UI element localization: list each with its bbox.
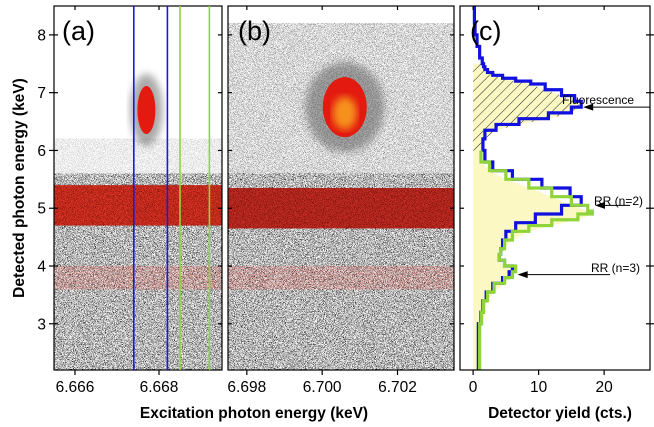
panel-c-frame [459,5,651,371]
noise-upper [54,138,222,174]
y-tick-label: 6 [37,143,46,160]
annotation-arrow-head [517,271,528,279]
panel-a-heatmap [54,6,222,370]
y-tick-label: 5 [37,201,46,218]
x-axis-label-c: Detector yield (cts.) [488,405,632,422]
y-tick-label: 8 [37,27,46,44]
y-axis-label: Detected photon energy (keV) [11,78,28,298]
rr2-band-texture [54,185,222,226]
x-tick-label: 6.698 [227,379,266,396]
x-tick-label: 6.668 [140,379,179,396]
panel-a-label: (a) [62,16,95,46]
rr3-band [54,266,222,290]
x-tick-label: 0 [469,379,478,396]
x-tick-label: 20 [596,379,614,396]
rr3-band [228,266,454,290]
panel-b-frame [227,5,455,371]
rr2-band-texture [228,188,454,229]
annotation-label: RR (n=3) [591,261,640,275]
annotation-label: Fluorescence [562,93,634,107]
x-tick-label: 6.666 [56,379,95,396]
panel-c-label: (c) [470,16,501,46]
fluorescence-fill [473,63,582,151]
annotation-arrow-head [583,103,594,111]
panel-c-spectrum [460,6,650,370]
x-tick-label: 10 [530,379,548,396]
y-tick-label: 4 [37,259,46,276]
x-tick-label: 6.700 [303,379,342,396]
fluorescence-core [332,96,357,130]
y-tick-label: 7 [37,85,46,102]
panel-b-label: (b) [238,16,271,46]
y-tick-label: 3 [37,316,46,333]
x-tick-label: 6.702 [378,379,417,396]
x-axis-label-ab: Excitation photon energy (keV) [140,405,368,422]
blue-series-line [472,6,583,370]
green-series-line [478,150,594,370]
fluorescence-spot [137,86,156,134]
annotation-arrow-head [594,201,605,209]
panel-b-heatmap [228,6,454,370]
annotation-label: RR (n=2) [594,194,643,208]
panel-a-frame [53,5,223,371]
